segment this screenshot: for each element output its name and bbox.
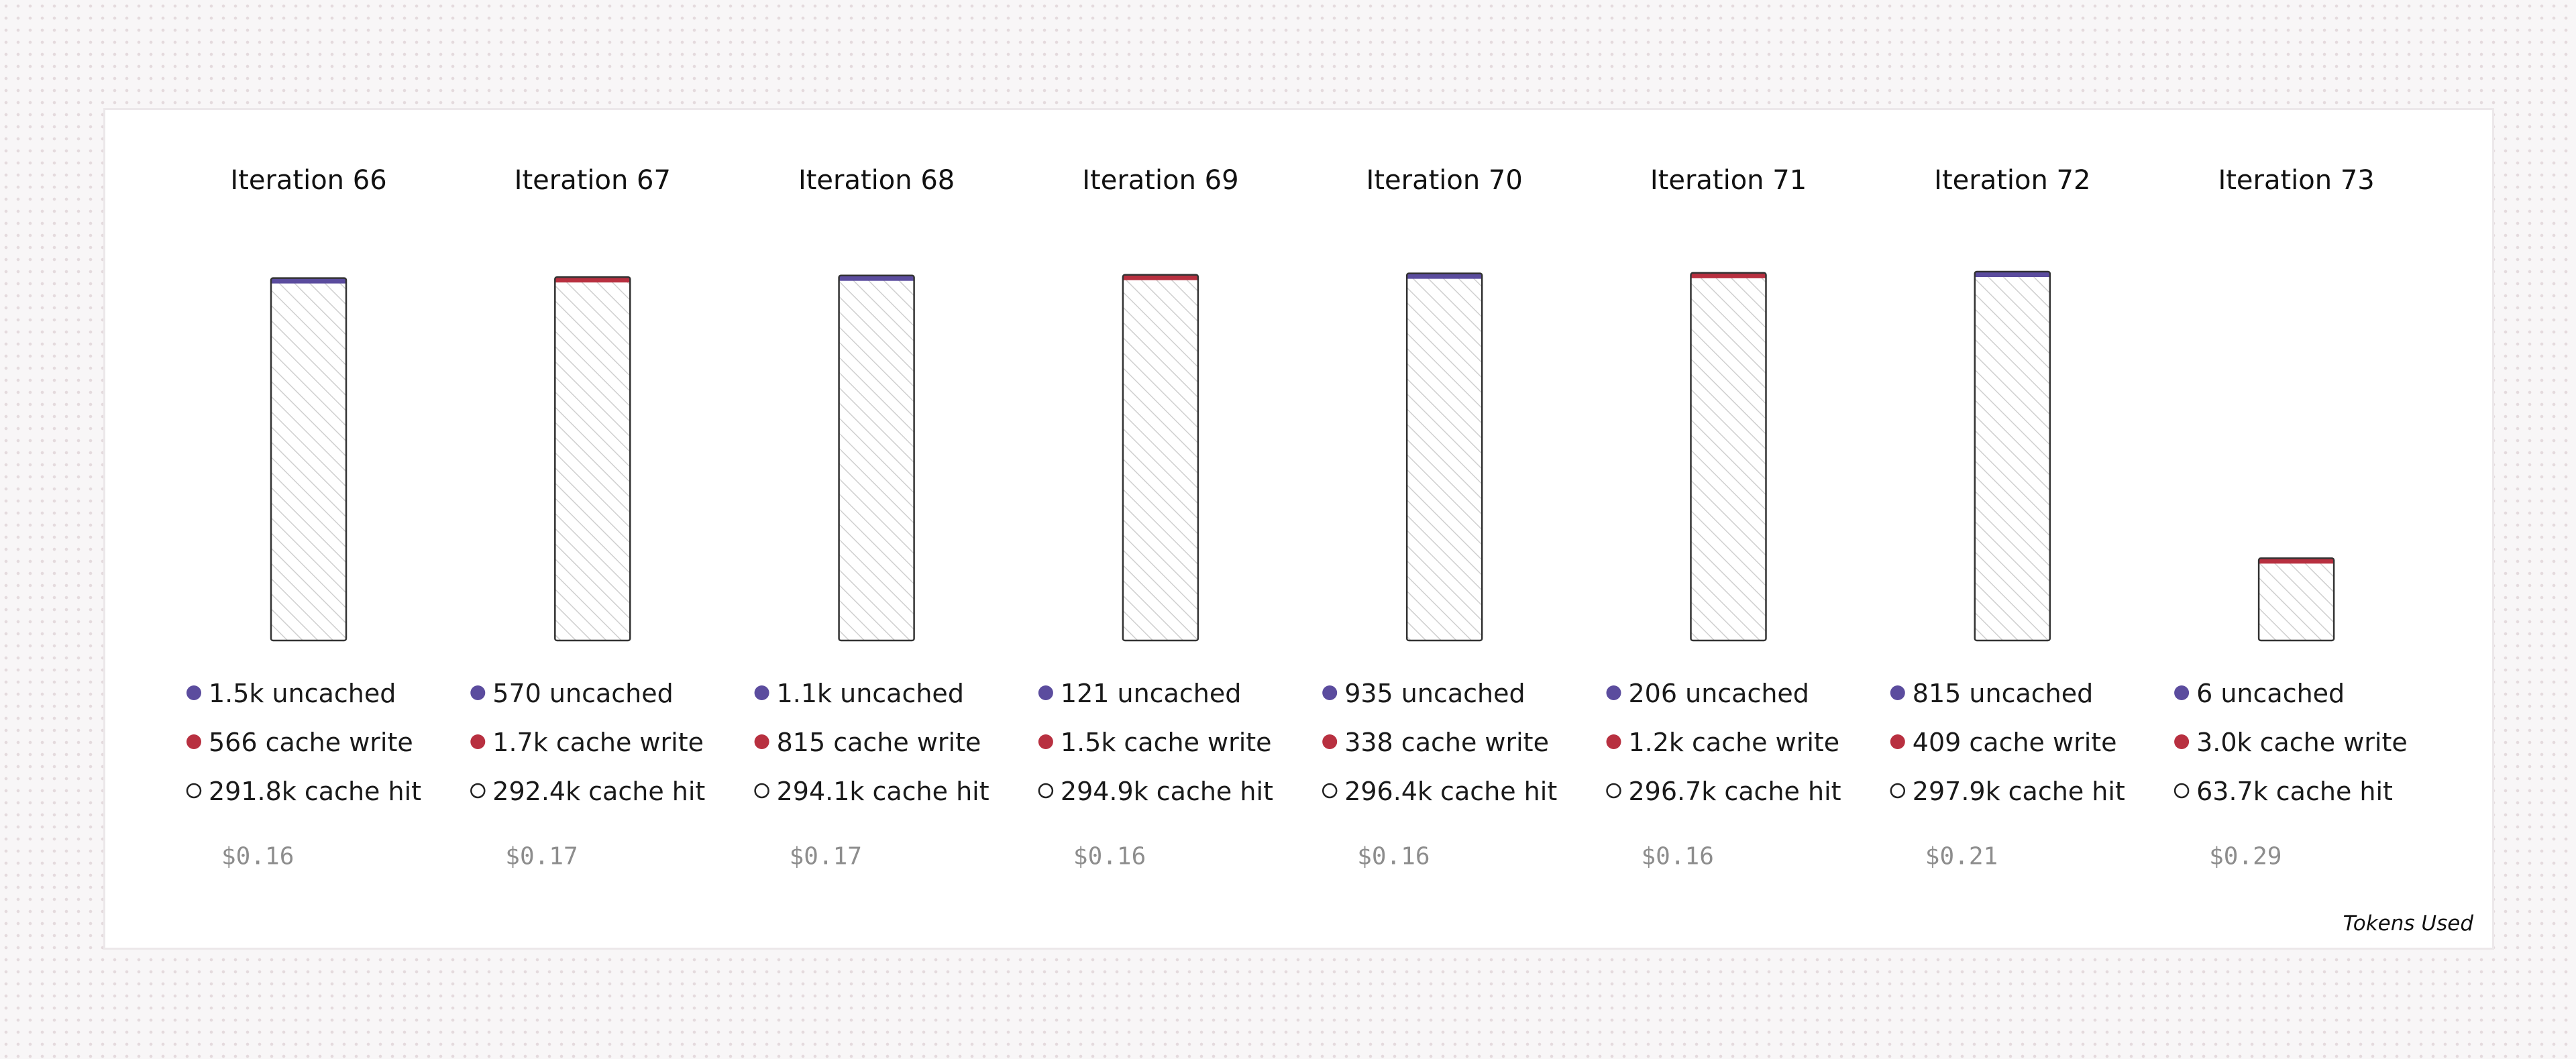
uncached-dot xyxy=(1890,685,1905,700)
iteration-cost: $0.17 xyxy=(790,843,862,871)
cache-hit-label: 63.7k cache hit xyxy=(2196,777,2393,806)
uncached-label: 1.1k uncached xyxy=(777,679,964,708)
token-usage-chart: Iteration 66 1.5k uncached 566 cache write… xyxy=(186,165,2474,936)
cache-hit-label: 296.4k cache hit xyxy=(1344,777,1557,806)
cache-hit-segment xyxy=(1690,277,1766,640)
cache-hit-dot xyxy=(470,783,486,799)
iteration-title: Iteration 73 xyxy=(2218,165,2374,196)
iteration-title: Iteration 69 xyxy=(1082,165,1238,196)
cache-write-dot xyxy=(1322,734,1338,749)
iteration-title: Iteration 68 xyxy=(798,165,955,196)
cache-hit-dot xyxy=(1322,783,1338,799)
iteration-title: Iteration 66 xyxy=(230,165,386,196)
cache-write-label: 815 cache write xyxy=(777,728,981,757)
cache-write-label: 1.7k cache write xyxy=(492,728,704,757)
cache-write-dot xyxy=(754,734,769,749)
bar-outline xyxy=(2257,557,2335,642)
cache-write-segment xyxy=(555,277,631,283)
cache-hit-segment xyxy=(271,282,346,640)
iteration-cost: $0.21 xyxy=(1925,843,1998,871)
cache-hit-segment xyxy=(1974,276,2050,640)
uncached-segment xyxy=(1974,272,2050,277)
iteration-column: Iteration 71 206 uncached 1.2k cache write… xyxy=(1606,165,1841,871)
cache-write-label: 566 cache write xyxy=(209,728,413,757)
bar-outline xyxy=(1405,272,1483,642)
iteration-column: Iteration 68 1.1k uncached 815 cache write… xyxy=(754,165,989,871)
uncached-dot xyxy=(1038,685,1053,700)
cache-write-label: 3.0k cache write xyxy=(2196,728,2408,757)
iteration-column: Iteration 72 815 uncached 409 cache write 2… xyxy=(1890,165,2125,871)
iteration-cost: $0.16 xyxy=(1073,843,1146,871)
cache-hit-dot xyxy=(1038,783,1054,799)
iteration-title: Iteration 71 xyxy=(1650,165,1807,196)
uncached-label: 206 uncached xyxy=(1629,679,1809,708)
token-usage-card: Iteration 66 1.5k uncached 566 cache write… xyxy=(103,108,2494,950)
cache-hit-label: 297.9k cache hit xyxy=(1913,777,2125,806)
uncached-label: 121 uncached xyxy=(1061,679,1241,708)
cache-write-label: 409 cache write xyxy=(1913,728,2117,757)
iteration-column: Iteration 67 570 uncached 1.7k cache write… xyxy=(470,165,705,871)
iteration-column: Iteration 73 6 uncached 3.0k cache write 63… xyxy=(2174,165,2408,871)
cache-hit-label: 292.4k cache hit xyxy=(492,777,705,806)
iteration-cost: $0.16 xyxy=(221,843,294,871)
cache-hit-label: 294.1k cache hit xyxy=(777,777,989,806)
bar-outline xyxy=(554,276,631,642)
cache-write-dot xyxy=(186,734,201,749)
cache-write-dot xyxy=(1606,734,1621,749)
cache-write-dot xyxy=(1038,734,1053,749)
uncached-dot xyxy=(754,685,769,700)
cache-hit-segment xyxy=(1407,278,1483,640)
iteration-cost: $0.16 xyxy=(1642,843,1714,871)
bar-outline xyxy=(1122,274,1199,642)
uncached-dot xyxy=(1322,685,1338,700)
cache-write-label: 338 cache write xyxy=(1344,728,1549,757)
cache-write-label: 1.2k cache write xyxy=(1629,728,1840,757)
iteration-cost: $0.17 xyxy=(505,843,578,871)
cache-hit-dot xyxy=(2174,783,2190,799)
cache-hit-dot xyxy=(1890,783,1906,799)
cache-hit-dot xyxy=(186,783,202,799)
iteration-cost: $0.16 xyxy=(1357,843,1430,871)
uncached-dot xyxy=(2174,685,2190,700)
cache-hit-segment xyxy=(2259,563,2334,640)
uncached-segment xyxy=(1407,273,1483,279)
cache-hit-label: 294.9k cache hit xyxy=(1061,777,1273,806)
uncached-label: 6 uncached xyxy=(2196,679,2345,708)
iteration-title: Iteration 70 xyxy=(1366,165,1523,196)
iteration-title: Iteration 72 xyxy=(1934,165,2090,196)
iteration-column: Iteration 69 121 uncached 1.5k cache write… xyxy=(1038,165,1273,871)
cache-hit-segment xyxy=(555,282,631,640)
bar-outline xyxy=(838,274,915,642)
cache-write-dot xyxy=(1890,734,1905,749)
cache-write-segment xyxy=(2259,558,2334,564)
uncached-dot xyxy=(1606,685,1621,700)
tokens-used-label: Tokens Used xyxy=(2343,911,2474,936)
cache-write-segment xyxy=(1122,274,1198,280)
uncached-label: 815 uncached xyxy=(1913,679,2093,708)
cache-write-dot xyxy=(2174,734,2190,749)
cache-hit-segment xyxy=(839,280,914,640)
uncached-label: 570 uncached xyxy=(492,679,673,708)
uncached-label: 1.5k uncached xyxy=(209,679,396,708)
cache-hit-dot xyxy=(1606,783,1621,799)
bar-outline xyxy=(1974,270,2051,642)
cache-hit-label: 291.8k cache hit xyxy=(209,777,421,806)
cache-write-segment xyxy=(1690,272,1766,278)
iteration-title: Iteration 67 xyxy=(515,165,671,196)
cache-hit-segment xyxy=(1122,279,1198,640)
bar-outline xyxy=(1690,272,1767,642)
bar-outline xyxy=(270,277,347,642)
iteration-cost: $0.29 xyxy=(2209,843,2282,871)
uncached-dot xyxy=(186,685,201,700)
iteration-column: Iteration 66 1.5k uncached 566 cache write… xyxy=(186,165,421,871)
cache-write-dot xyxy=(470,734,486,749)
cache-hit-label: 296.7k cache hit xyxy=(1629,777,1841,806)
uncached-dot xyxy=(470,685,486,700)
uncached-segment xyxy=(839,275,914,281)
cache-hit-dot xyxy=(754,783,769,799)
iteration-column: Iteration 70 935 uncached 338 cache write 2… xyxy=(1322,165,1557,871)
cache-write-label: 1.5k cache write xyxy=(1061,728,1272,757)
uncached-label: 935 uncached xyxy=(1344,679,1525,708)
uncached-segment xyxy=(271,278,346,284)
